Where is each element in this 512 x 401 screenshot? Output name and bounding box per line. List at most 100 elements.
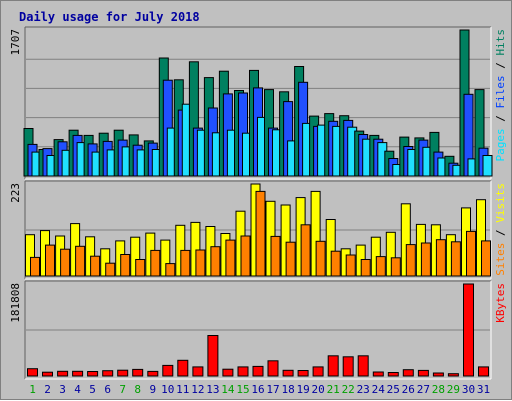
day-label: 20 [311, 383, 324, 396]
bar-sites-day-12 [195, 249, 206, 277]
bar-sites-day-25 [390, 257, 401, 277]
bar-kbytes-day-26 [402, 369, 414, 377]
day-label: 10 [161, 383, 174, 396]
bar-kbytes-day-29 [447, 373, 459, 377]
chart-title: Daily usage for July 2018 [19, 10, 200, 24]
day-label: 14 [221, 383, 235, 396]
bar-sites-day-5 [90, 255, 101, 277]
day-label: 12 [191, 383, 204, 396]
y-max-label: 181808 [9, 283, 22, 323]
y-max-label: 223 [9, 183, 22, 203]
day-label: 23 [357, 383, 370, 396]
day-label: 15 [236, 383, 249, 396]
day-label: 24 [372, 383, 386, 396]
day-label: 18 [281, 383, 294, 396]
bar-sites-day-29 [450, 241, 461, 277]
day-label: 4 [74, 383, 81, 396]
bar-sites-day-21 [330, 250, 341, 277]
day-label: 6 [104, 383, 111, 396]
bar-kbytes-day-2 [42, 371, 53, 377]
day-label: 25 [387, 383, 400, 396]
visits-panel: 223 Sites / Visits [9, 180, 507, 280]
legend-entry: Files [494, 75, 507, 108]
bar-kbytes-day-30 [463, 283, 474, 377]
day-label: 1 [29, 383, 36, 396]
y-max-label: 1707 [9, 29, 22, 56]
bar-pages-day-31 [482, 155, 493, 177]
bar-sites-day-14 [225, 239, 236, 277]
bar-sites-day-24 [375, 256, 386, 277]
bar-sites-day-7 [120, 254, 131, 277]
day-label: 8 [134, 383, 141, 396]
day-label: 3 [59, 383, 66, 396]
x-axis-day-labels: 1 2 3 4 5 6 7 8 9 10 11 12 13 14 15 16 17 18 19 20 21 22 23 24 2… [29, 383, 490, 396]
bar-sites-day-8 [135, 259, 146, 277]
day-label: 17 [266, 383, 279, 396]
bar-sites-day-28 [435, 239, 446, 277]
bar-kbytes-day-23 [357, 355, 369, 377]
legend-separator: / [494, 56, 507, 76]
bar-sites-day-9 [150, 249, 161, 277]
day-label: 26 [402, 383, 415, 396]
bar-kbytes-day-8 [132, 368, 144, 377]
day-label: 27 [417, 383, 430, 396]
bar-kbytes-day-7 [117, 369, 129, 377]
day-label: 11 [176, 383, 189, 396]
day-label: 28 [432, 383, 445, 396]
bar-kbytes-day-24 [372, 371, 384, 377]
day-label: 22 [342, 383, 355, 396]
bar-sites-day-19 [300, 224, 311, 277]
legend: Sites / Visits [494, 183, 507, 276]
bar-sites-day-6 [105, 262, 116, 277]
bar-sites-day-10 [165, 263, 176, 277]
bar-sites-day-3 [60, 248, 71, 277]
bar-kbytes-day-1 [27, 368, 38, 377]
bar-kbytes-day-20 [312, 366, 324, 377]
bar-kbytes-day-3 [57, 370, 69, 377]
day-label: 5 [89, 383, 96, 396]
bar-sites-day-11 [180, 249, 191, 277]
bar-sites-day-15 [240, 235, 251, 277]
bar-kbytes-day-5 [87, 371, 99, 377]
day-label: 13 [206, 383, 219, 396]
day-label: 29 [447, 383, 460, 396]
day-label: 2 [44, 383, 51, 396]
bar-kbytes-day-6 [102, 370, 114, 377]
bar-sites-day-22 [345, 254, 356, 277]
bar-sites-day-4 [75, 245, 86, 277]
day-label: 9 [149, 383, 156, 396]
bar-kbytes-day-15 [237, 366, 249, 377]
bar-sites-day-27 [420, 242, 431, 277]
bar-kbytes-day-13 [207, 335, 219, 377]
bar-kbytes-day-21 [327, 355, 339, 377]
bar-sites-day-17 [270, 235, 281, 277]
hits-panel: 1707 Pages / Files / Hits [9, 26, 507, 180]
legend: KBytes [494, 283, 507, 323]
chart-panels: 1707 Pages / Files / Hits 223 Sites / Visit… [9, 26, 507, 380]
legend-entry: Sites [494, 243, 507, 276]
legend-entry: Visits [494, 183, 507, 223]
bar-sites-day-2 [45, 244, 55, 277]
day-label: 30 [462, 383, 475, 396]
bar-kbytes-day-9 [147, 370, 159, 377]
legend-entry: Pages [494, 128, 507, 161]
bar-sites-day-16 [255, 190, 266, 277]
bar-kbytes-day-19 [297, 370, 309, 377]
kbytes-panel: 181808 KBytes [9, 280, 507, 380]
bar-kbytes-day-4 [72, 370, 84, 377]
bar-sites-day-26 [405, 244, 416, 277]
bar-sites-day-18 [285, 241, 296, 277]
legend-entry: KBytes [494, 283, 507, 323]
bar-kbytes-day-22 [342, 356, 354, 377]
bar-sites-day-13 [210, 246, 221, 277]
day-label: 21 [327, 383, 340, 396]
bar-sites-day-23 [360, 259, 371, 277]
day-label: 16 [251, 383, 264, 396]
legend: Pages / Files / Hits [494, 29, 507, 162]
legend-separator: / [494, 109, 507, 129]
legend-separator: / [494, 223, 507, 243]
bar-sites-day-20 [315, 240, 326, 277]
bar-kbytes-day-31 [478, 366, 489, 377]
